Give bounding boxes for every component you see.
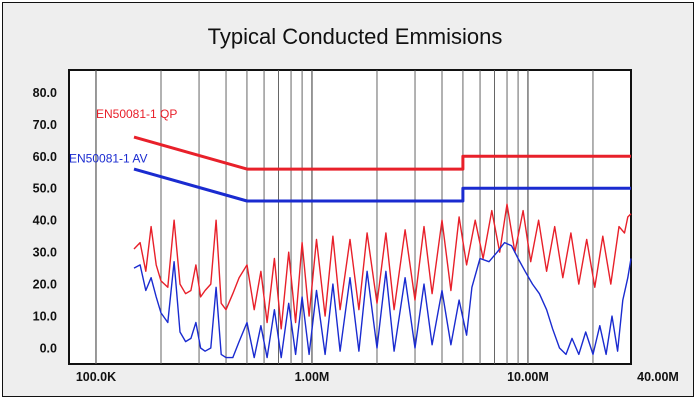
series-labels: EN50081-1 QP EN50081-1 AV <box>69 107 177 166</box>
x-tick-label: 40.00M <box>637 370 679 384</box>
limit-line-qp <box>133 135 631 171</box>
y-tick-label: 80.0 <box>33 86 57 100</box>
measured-line-measured_average <box>133 241 632 359</box>
y-tick-label: 0.0 <box>40 342 57 356</box>
series-label-qp: EN50081-1 QP <box>96 107 177 121</box>
y-tick-label: 20.0 <box>33 278 57 292</box>
chart-title: Typical Conducted Emmisions <box>208 24 503 49</box>
y-tick-label: 60.0 <box>33 150 57 164</box>
limit-line-av <box>133 167 631 203</box>
grid-lines <box>95 70 594 364</box>
y-tick-label: 70.0 <box>33 118 57 132</box>
measured-line-measured_peak <box>133 203 632 330</box>
x-tick-label: 1.00M <box>295 370 330 384</box>
series-layer <box>133 135 632 359</box>
y-tick-label: 30.0 <box>33 246 57 260</box>
y-tick-label: 50.0 <box>33 182 57 196</box>
y-tick-label: 10.0 <box>33 310 57 324</box>
series-label-av: EN50081-1 AV <box>69 152 148 166</box>
x-tick-label: 100.0K <box>76 370 116 384</box>
y-tick-label: 40.0 <box>33 214 57 228</box>
x-tick-label: 10.00M <box>507 370 549 384</box>
tick-labels: 0.0 10.0 20.0 30.0 40.0 50.0 60.0 70.0 80.0 100.0… <box>33 86 679 384</box>
